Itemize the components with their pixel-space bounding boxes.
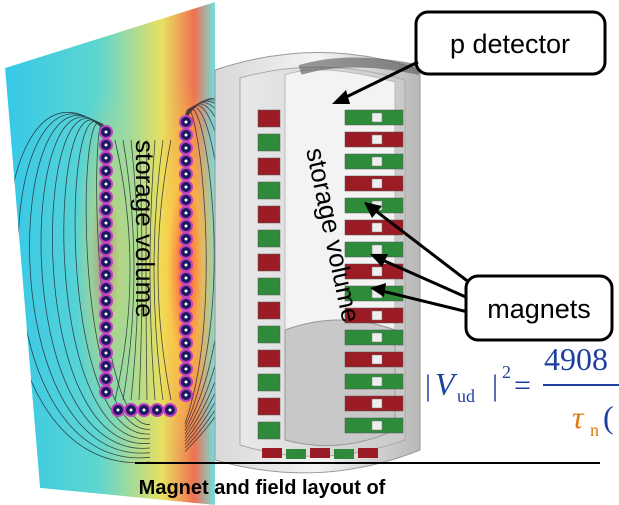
magnet-block [258, 302, 280, 319]
magnet-block [258, 398, 280, 415]
coil-core [105, 339, 108, 342]
coil-core [156, 409, 159, 412]
coil-core [185, 316, 188, 319]
coil-core [185, 173, 188, 176]
formula-close-bar: | [492, 369, 498, 402]
coil-core [105, 157, 108, 160]
coil-core [105, 170, 108, 173]
formula-numerator: 4908 [544, 341, 608, 377]
magnet-bracket [372, 223, 382, 232]
coil-core [185, 199, 188, 202]
magnet-block [334, 449, 354, 459]
coil-core [185, 394, 188, 397]
magnets-label: magnets [487, 294, 591, 324]
coil-core [185, 290, 188, 293]
formula-denominator-subscript: n [590, 420, 599, 440]
magnet-bracket [372, 113, 382, 122]
field-map-label: storage volume [130, 140, 160, 318]
coil-core [185, 368, 188, 371]
magnet-bracket [372, 355, 382, 364]
magnet-block [286, 449, 306, 459]
formula-power: 2 [502, 362, 511, 382]
coil-core [105, 287, 108, 290]
magnet-block [258, 374, 280, 391]
magnet-bracket [372, 421, 382, 430]
magnet-block [258, 350, 280, 367]
magnet-block [258, 326, 280, 343]
formula-subscript: ud [457, 386, 475, 406]
formula-denominator-symbol: τ [572, 399, 585, 435]
coil-core [185, 342, 188, 345]
figure: storage volume storage volume p detector… [0, 0, 619, 505]
magnet-bracket [372, 377, 382, 386]
magnet-block [258, 278, 280, 295]
coil-core [169, 409, 172, 412]
coil-core [185, 121, 188, 124]
formula: | V ud | 2 = 4908 τ n ( [425, 341, 619, 440]
coil-core [185, 186, 188, 189]
coil-core [117, 409, 120, 412]
magnet-block [258, 422, 280, 439]
detector-label: p detector [450, 29, 570, 59]
coil-core [105, 183, 108, 186]
magnet-bracket [372, 135, 382, 144]
coil-core [185, 251, 188, 254]
coil-core [105, 235, 108, 238]
coil-core [105, 261, 108, 264]
coil-core [185, 355, 188, 358]
coil-core [185, 303, 188, 306]
magnet-bracket [372, 245, 382, 254]
coil-core [185, 238, 188, 241]
coil-core [105, 313, 108, 316]
coil-core [130, 409, 133, 412]
coil-core [105, 326, 108, 329]
coil-core [143, 409, 146, 412]
magnet-bracket [372, 311, 382, 320]
coil-core [185, 225, 188, 228]
magnet-block [358, 448, 378, 458]
coil-core [105, 300, 108, 303]
formula-equals: = [514, 369, 531, 402]
magnet-block [262, 448, 282, 458]
magnet-block [310, 448, 330, 458]
coil-core [185, 160, 188, 163]
magnet-block [258, 182, 280, 199]
formula-symbol: V [435, 366, 458, 402]
magnet-bracket [372, 333, 382, 342]
coil-core [105, 248, 108, 251]
magnet-block [258, 134, 280, 151]
coil-core [185, 147, 188, 150]
magnet-block [258, 158, 280, 175]
magnet-bracket [372, 179, 382, 188]
coil-core [105, 352, 108, 355]
coil-core [105, 131, 108, 134]
formula-denominator-paren: ( [603, 399, 614, 435]
magnet-block [258, 230, 280, 247]
caption: Magnet and field layout of [139, 477, 386, 499]
coil-core [185, 277, 188, 280]
coil-core [105, 378, 108, 381]
coil-core [105, 365, 108, 368]
coil-core [105, 196, 108, 199]
coil-core [105, 391, 108, 394]
magnet-bracket [372, 267, 382, 276]
magnet-block [258, 254, 280, 271]
coil-core [105, 222, 108, 225]
coil-core [105, 209, 108, 212]
formula-open-bar: | [425, 369, 431, 402]
coil-core [185, 134, 188, 137]
coil-core [185, 212, 188, 215]
coil-core [185, 329, 188, 332]
magnet-block [258, 110, 280, 127]
coil-core [185, 381, 188, 384]
magnet-block [258, 206, 280, 223]
coil-core [185, 264, 188, 267]
coil-core [105, 274, 108, 277]
magnet-bracket [372, 157, 382, 166]
coil-core [105, 144, 108, 147]
magnet-bracket [372, 399, 382, 408]
